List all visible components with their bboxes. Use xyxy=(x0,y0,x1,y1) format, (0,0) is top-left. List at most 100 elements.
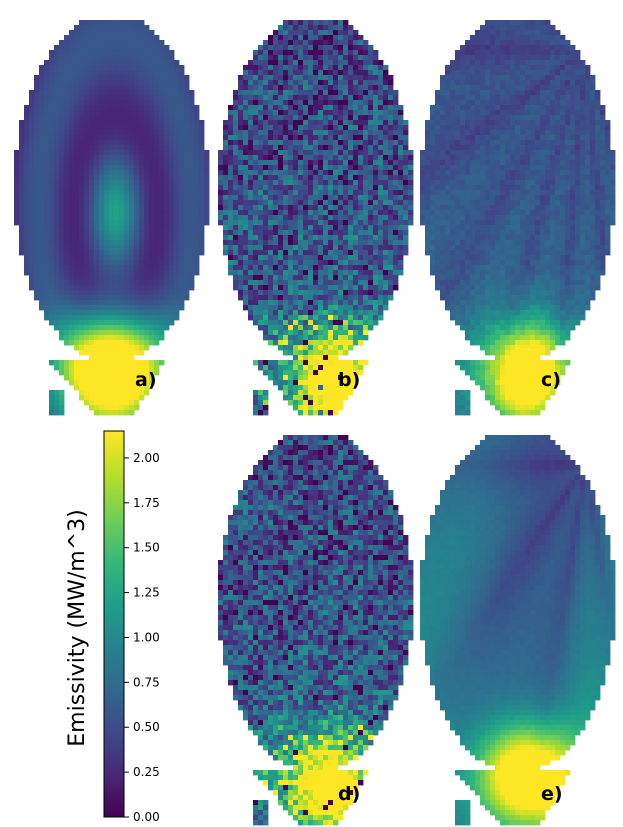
heatmap-cell xyxy=(378,240,384,246)
heatmap-cell xyxy=(378,75,384,81)
heatmap-cell xyxy=(109,255,115,261)
heatmap-cell xyxy=(278,105,284,111)
heatmap-cell xyxy=(288,85,294,91)
heatmap-cell xyxy=(139,385,145,391)
heatmap-cell xyxy=(194,250,200,256)
heatmap-cell xyxy=(278,55,284,61)
heatmap-cell xyxy=(383,180,389,186)
heatmap-cell xyxy=(268,340,274,346)
heatmap-cell xyxy=(328,345,334,351)
heatmap-cell xyxy=(159,260,165,266)
heatmap-cell xyxy=(74,125,80,131)
heatmap-cell xyxy=(298,50,304,56)
heatmap-cell xyxy=(84,50,90,56)
heatmap-cell xyxy=(565,85,571,91)
heatmap-cell xyxy=(159,330,165,336)
heatmap-cell xyxy=(69,360,75,366)
heatmap-cell xyxy=(139,215,145,221)
heatmap-cell xyxy=(358,55,364,61)
heatmap-cell xyxy=(149,130,155,136)
heatmap-cell xyxy=(248,215,254,221)
heatmap-cell xyxy=(273,240,279,246)
heatmap-cell xyxy=(248,295,254,301)
heatmap-cell xyxy=(74,200,80,206)
heatmap-cell xyxy=(39,165,45,171)
heatmap-cell xyxy=(94,295,100,301)
heatmap-cell xyxy=(323,105,329,111)
heatmap-cell xyxy=(149,210,155,216)
heatmap-cell xyxy=(323,390,329,396)
heatmap-cell xyxy=(308,190,314,196)
heatmap-cell xyxy=(313,70,319,76)
heatmap-cell xyxy=(313,60,319,66)
heatmap-cell xyxy=(59,75,65,81)
heatmap-cell xyxy=(99,125,105,131)
heatmap-cell xyxy=(273,40,279,46)
heatmap-cell xyxy=(303,110,309,116)
heatmap-cell xyxy=(470,80,476,86)
heatmap-cell xyxy=(129,205,135,211)
heatmap-cell xyxy=(84,175,90,181)
heatmap-cell xyxy=(318,25,324,31)
heatmap-cell xyxy=(318,100,324,106)
heatmap-cell xyxy=(34,175,40,181)
heatmap-cell xyxy=(119,70,125,76)
heatmap-cell xyxy=(74,380,80,386)
heatmap-cell xyxy=(99,115,105,121)
heatmap-cell xyxy=(580,80,586,86)
heatmap-cell xyxy=(59,145,65,151)
heatmap-cell xyxy=(595,90,601,96)
heatmap-cell xyxy=(293,80,299,86)
heatmap-cell xyxy=(465,75,471,81)
heatmap-cell xyxy=(159,285,165,291)
heatmap-cell xyxy=(303,230,309,236)
heatmap-cell xyxy=(530,50,536,56)
heatmap-cell xyxy=(179,265,185,271)
heatmap-cell xyxy=(89,180,95,186)
heatmap-cell xyxy=(149,145,155,151)
heatmap-cell xyxy=(243,140,249,146)
heatmap-cell xyxy=(278,80,284,86)
heatmap-cell xyxy=(293,195,299,201)
heatmap-cell xyxy=(470,65,476,71)
heatmap-cell xyxy=(223,245,229,251)
heatmap-cell xyxy=(84,105,90,111)
heatmap-cell xyxy=(124,205,130,211)
heatmap-cell xyxy=(84,345,90,351)
heatmap-cell xyxy=(283,300,289,306)
heatmap-cell xyxy=(89,225,95,231)
heatmap-cell xyxy=(388,120,394,126)
heatmap-cell xyxy=(550,85,556,91)
heatmap-cell xyxy=(109,130,115,136)
heatmap-cell xyxy=(124,195,130,201)
heatmap-cell xyxy=(134,305,140,311)
heatmap-cell xyxy=(74,250,80,256)
heatmap-cell xyxy=(303,85,309,91)
heatmap-cell xyxy=(139,360,145,366)
heatmap-cell xyxy=(94,410,100,416)
heatmap-cell xyxy=(318,260,324,266)
heatmap-cell xyxy=(273,210,279,216)
heatmap-cell xyxy=(283,125,289,131)
heatmap-cell xyxy=(228,175,234,181)
heatmap-cell xyxy=(373,160,379,166)
heatmap-cell xyxy=(258,130,264,136)
heatmap-cell xyxy=(475,85,481,91)
heatmap-cell xyxy=(89,165,95,171)
heatmap-cell xyxy=(263,95,269,101)
heatmap-cell xyxy=(318,55,324,61)
heatmap-cell xyxy=(293,40,299,46)
heatmap-cell xyxy=(313,40,319,46)
heatmap-cell xyxy=(348,280,354,286)
heatmap-cell xyxy=(490,85,496,91)
heatmap-cell xyxy=(39,275,45,281)
heatmap-cell xyxy=(283,190,289,196)
heatmap-cell xyxy=(248,130,254,136)
heatmap-cell xyxy=(368,320,374,326)
heatmap-cell xyxy=(149,275,155,281)
heatmap-cell xyxy=(74,285,80,291)
heatmap-cell xyxy=(450,70,456,76)
heatmap-cell xyxy=(84,135,90,141)
heatmap-cell xyxy=(154,90,160,96)
heatmap-cell xyxy=(318,155,324,161)
